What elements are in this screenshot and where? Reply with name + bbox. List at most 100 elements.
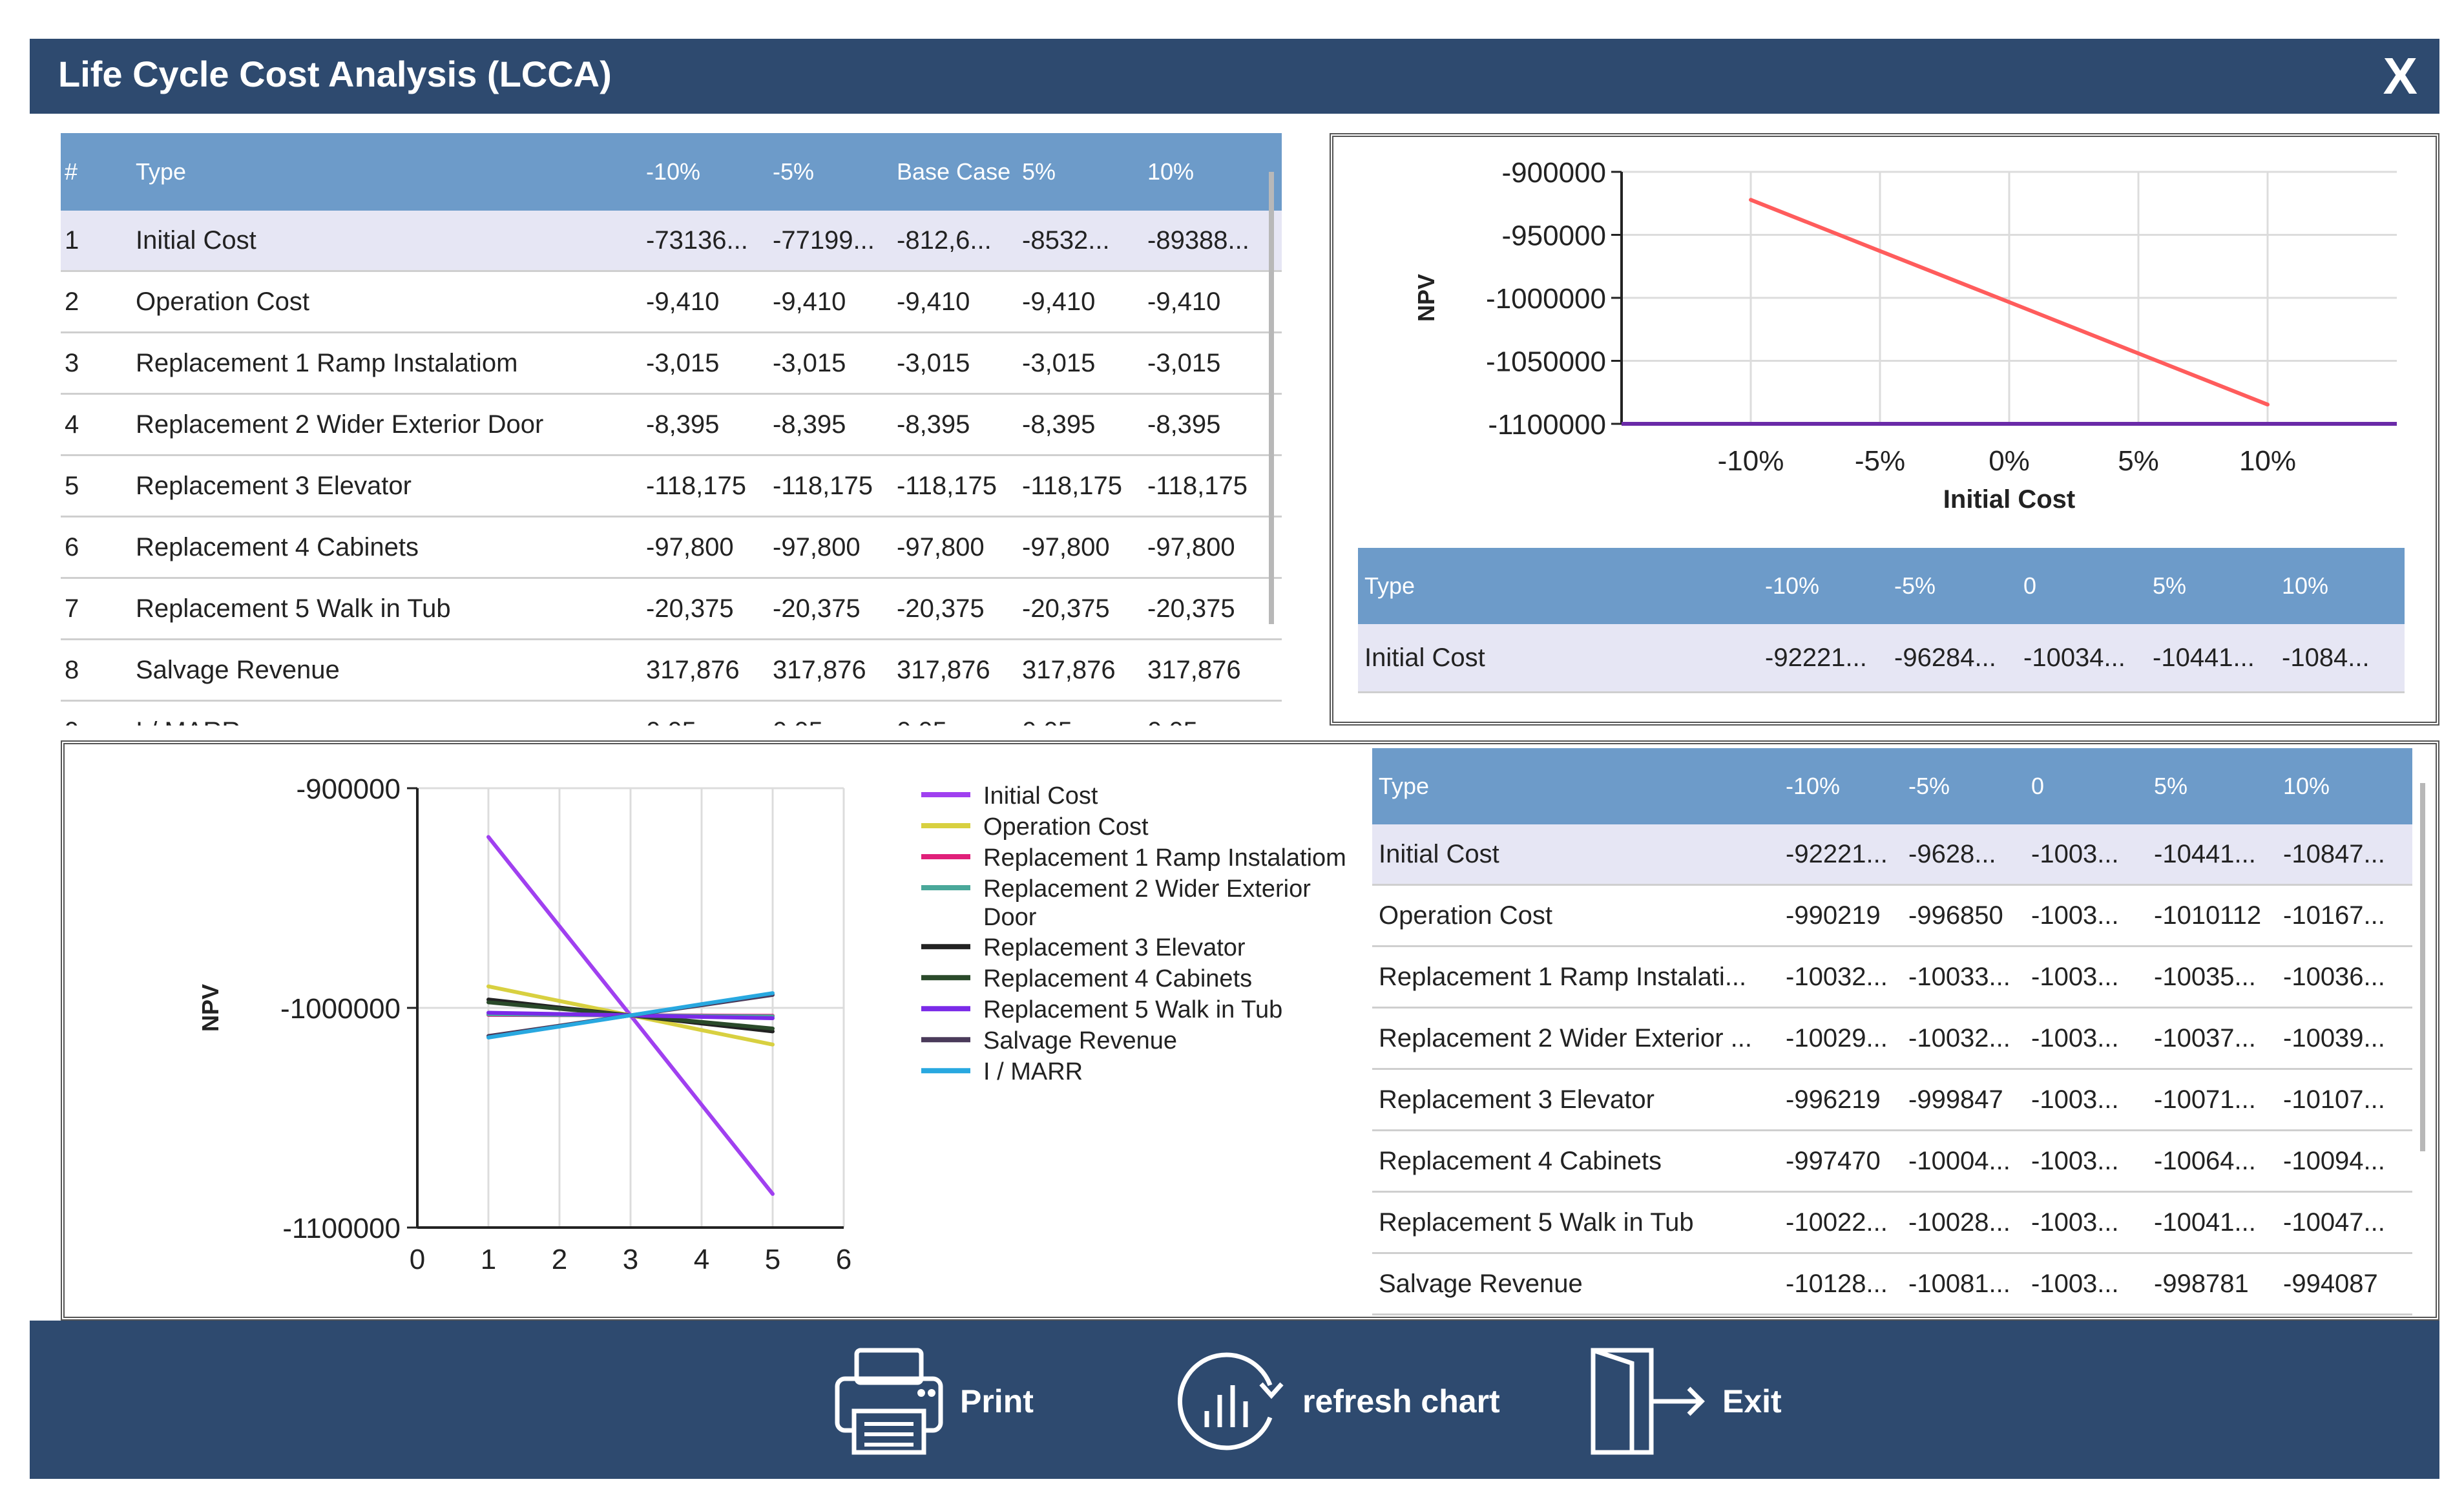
initial-cost-chart: -900000 -950000 -1000000 -1050000 -1100000 -1… <box>1413 157 2397 514</box>
table-cell: -20,375 <box>1018 578 1143 640</box>
column-header[interactable]: -10% <box>1779 748 1902 824</box>
table-row[interactable]: Initial Cost -92221... -9628... -1003... -10… <box>1372 824 2412 886</box>
x-tick-label: 2 <box>552 1244 567 1275</box>
column-header[interactable]: 5% <box>1018 133 1143 211</box>
table-cell: -10022... <box>1779 1191 1902 1254</box>
table-row[interactable]: 8 Salvage Revenue 317,876 317,876 317,876 317… <box>61 639 1282 702</box>
bottom-table-scrollbar[interactable] <box>2420 783 2425 1151</box>
column-header[interactable]: # <box>61 133 132 211</box>
table-cell: -10034... <box>2017 624 2146 693</box>
main-table-scrollbar[interactable] <box>1269 172 1274 624</box>
table-cell: -9,410 <box>769 271 893 333</box>
x-tick-label: 3 <box>623 1244 638 1275</box>
legend-label: Replacement 3 Elevator <box>983 934 1246 961</box>
top-chart-table: Type -10% -5% 0 5% 10% Initial Cost -92221... -… <box>1358 548 2405 693</box>
table-row[interactable]: 7 Replacement 5 Walk in Tub -20,375 -20,375… <box>61 578 1282 640</box>
table-row[interactable]: 1 Initial Cost -73136... -77199... -812,6...… <box>61 211 1282 272</box>
table-cell: -10033... <box>1902 946 2025 1009</box>
table-cell: -8,395 <box>893 393 1018 456</box>
table-cell: 0.05 <box>1018 700 1143 726</box>
data-point <box>771 1029 775 1034</box>
table-cell: -10039... <box>2277 1007 2412 1070</box>
printer-icon <box>835 1348 943 1455</box>
column-header[interactable]: 0 <box>2025 748 2147 824</box>
table-cell: -1003... <box>2025 946 2147 1009</box>
x-tick-label: 5% <box>2118 445 2159 477</box>
table-row[interactable]: 4 Replacement 2 Wider Exterior Door -8,395… <box>61 393 1282 456</box>
exit-button[interactable]: Exit <box>1587 1348 1782 1455</box>
column-header[interactable]: Type <box>1372 748 1779 824</box>
data-point <box>486 1000 490 1005</box>
table-row[interactable]: 9I / MARR0.050.050.050.050.05 <box>61 700 1282 726</box>
table-cell: 0.05 <box>769 700 893 726</box>
table-row[interactable]: Replacement 2 Wider Exterior ... -10029..… <box>1372 1007 2412 1070</box>
table-cell: -3,015 <box>642 332 769 395</box>
column-header[interactable]: Type <box>1358 548 1759 624</box>
table-row[interactable]: Replacement 5 Walk in Tub -10022... -10028… <box>1372 1191 2412 1254</box>
column-header[interactable]: Type <box>132 133 642 211</box>
table-cell: -990219 <box>1779 884 1902 947</box>
table-cell: 317,876 <box>1018 639 1143 702</box>
table-cell: Replacement 5 Walk in Tub <box>132 578 642 640</box>
table-row[interactable]: Replacement 3 Elevator -996219 -999847 -100… <box>1372 1069 2412 1131</box>
table-cell: -10094... <box>2277 1130 2412 1193</box>
table-row[interactable]: 3 Replacement 1 Ramp Instalatiom -3,015 -3,… <box>61 332 1282 395</box>
table-cell: Replacement 1 Ramp Instalatiom <box>132 332 642 395</box>
table-row[interactable]: 2 Operation Cost -9,410 -9,410 -9,410 -9,410-… <box>61 271 1282 333</box>
column-header[interactable]: -10% <box>642 133 769 211</box>
legend-label: Replacement 5 Walk in Tub <box>983 996 1282 1023</box>
y-tick-label: -950000 <box>1502 220 1606 252</box>
column-header[interactable]: 10% <box>1143 133 1282 211</box>
table-cell: -3,015 <box>1018 332 1143 395</box>
table-cell: -3,015 <box>1143 332 1282 395</box>
table-row[interactable]: Operation Cost -990219 -996850 -1003... -101… <box>1372 884 2412 947</box>
column-header[interactable]: Base Case <box>893 133 1018 211</box>
column-header[interactable]: 5% <box>2147 748 2277 824</box>
refresh-chart-button[interactable]: refresh chart <box>1173 1352 1500 1450</box>
table-cell: Replacement 4 Cabinets <box>132 516 642 579</box>
table-cell: Salvage Revenue <box>132 639 642 702</box>
bottom-table-header: Type -10% -5% 0 5% 10% <box>1372 748 2412 824</box>
table-row[interactable]: 5 Replacement 3 Elevator -118,175 -118,175-… <box>61 455 1282 518</box>
table-cell: -10847... <box>2277 824 2412 886</box>
data-point <box>700 1014 704 1019</box>
column-header[interactable]: 10% <box>2275 548 2405 624</box>
x-tick-label: 6 <box>836 1244 851 1275</box>
lcca-window: Life Cycle Cost Analysis (LCCA) X # Type -… <box>30 39 2439 1479</box>
table-cell: -20,375 <box>769 578 893 640</box>
data-point <box>2266 403 2270 407</box>
table-row[interactable]: 6 Replacement 4 Cabinets -97,800 -97,800 -97… <box>61 516 1282 579</box>
table-cell: -10004... <box>1902 1130 2025 1193</box>
data-point <box>558 1012 561 1016</box>
table-row[interactable]: Replacement 4 Cabinets -997470 -10004... -1… <box>1372 1130 2412 1193</box>
data-point <box>700 1020 704 1024</box>
table-cell: 4 <box>61 393 132 456</box>
column-header[interactable]: 5% <box>2146 548 2275 624</box>
table-cell: Replacement 5 Walk in Tub <box>1372 1191 1779 1254</box>
column-header[interactable]: -5% <box>1902 748 2025 824</box>
data-point <box>558 1024 561 1029</box>
data-point <box>771 1191 775 1196</box>
table-cell: -20,375 <box>893 578 1018 640</box>
bottom-panel: 0 1 2 3 4 5 6 -900000 -1000000 -1100000 NPV Initial… <box>61 740 2439 1321</box>
column-header[interactable]: -5% <box>769 133 893 211</box>
table-row[interactable]: Replacement 1 Ramp Instalati... -10032...… <box>1372 946 2412 1009</box>
table-cell: -1003... <box>2025 1253 2147 1315</box>
y-axis-title: NPV <box>1413 274 1439 322</box>
column-header[interactable]: -10% <box>1759 548 1888 624</box>
table-row[interactable]: Salvage Revenue -10128... -10081... -1003..… <box>1372 1253 2412 1315</box>
column-header[interactable]: 0 <box>2017 548 2146 624</box>
data-point <box>558 999 561 1003</box>
table-row[interactable]: Initial Cost -92221... -96284... -10034... -… <box>1358 624 2405 693</box>
print-button[interactable]: Print <box>831 1348 1034 1455</box>
table-cell: -10032... <box>1779 946 1902 1009</box>
column-header[interactable]: -5% <box>1888 548 2017 624</box>
data-point <box>771 1016 775 1020</box>
table-cell: Initial Cost <box>132 211 642 272</box>
table-cell: -996850 <box>1902 884 2025 947</box>
close-button[interactable]: X <box>2383 47 2417 105</box>
column-header[interactable]: 10% <box>2277 748 2412 824</box>
table-cell: 7 <box>61 578 132 640</box>
table-cell: -20,375 <box>1143 578 1282 640</box>
table-cell: 0.05 <box>893 700 1018 726</box>
